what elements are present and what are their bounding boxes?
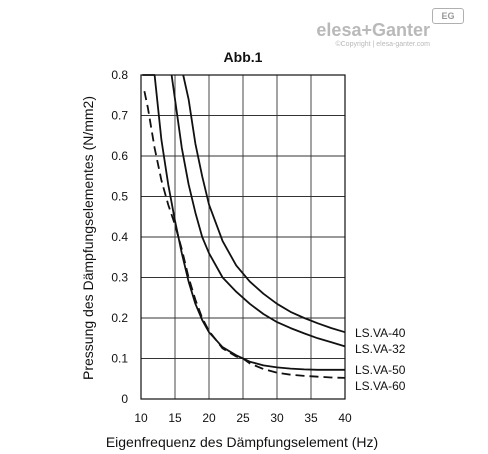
y-tick-label: 0.7	[111, 109, 128, 123]
x-axis-ticks: 10 15 20 25 30 35 40	[134, 411, 352, 425]
chart-title: Abb.1	[224, 49, 263, 65]
series-label: LS.VA-50	[355, 363, 406, 377]
series-label: LS.VA-60	[355, 379, 406, 393]
y-tick-label: 0.4	[111, 230, 128, 244]
series-line-ls-va-40	[182, 74, 346, 334]
series-label: LS.VA-40	[355, 326, 406, 340]
x-tick-label: 35	[304, 411, 318, 425]
x-tick-label: 30	[270, 411, 284, 425]
series-labels: LS.VA-40 LS.VA-32 LS.VA-50 LS.VA-60	[355, 326, 406, 393]
y-axis-ticks: 0 0.1 0.2 0.3 0.4 0.5 0.6 0.7 0.8	[111, 68, 128, 406]
y-tick-label: 0.8	[111, 68, 128, 82]
y-tick-label: 0.1	[111, 352, 128, 366]
logo-copyright: ©Copyright | elesa-ganter.com	[335, 41, 430, 48]
y-tick-label: 0.5	[111, 190, 128, 204]
logo-brand-name: elesa+Ganter	[316, 20, 430, 40]
y-tick-label: 0.6	[111, 149, 128, 163]
series-line-ls-va-50	[142, 74, 345, 371]
chart-grid	[140, 74, 346, 400]
brand-logo: EG elesa+Ganter ©Copyright | elesa-gante…	[304, 8, 464, 58]
logo-badge: EG	[432, 8, 464, 24]
x-tick-label: 10	[134, 411, 148, 425]
plot-frame	[140, 74, 346, 400]
x-tick-label: 25	[236, 411, 250, 425]
y-tick-label: 0	[121, 392, 128, 406]
x-tick-label: 15	[168, 411, 182, 425]
y-axis-label: Pressung des Dämpfungselementes (N/mm2)	[80, 96, 96, 380]
series-label: LS.VA-32	[355, 342, 406, 356]
x-axis-label: Eigenfrequenz des Dämpfungselement (Hz)	[106, 434, 378, 450]
x-tick-label: 40	[338, 411, 352, 425]
x-tick-label: 20	[202, 411, 216, 425]
y-tick-label: 0.2	[111, 311, 128, 325]
y-tick-label: 0.3	[111, 271, 128, 285]
series-line-ls-va-32	[170, 74, 346, 348]
chart-series	[142, 74, 346, 379]
series-line-ls-va-60	[143, 91, 346, 379]
